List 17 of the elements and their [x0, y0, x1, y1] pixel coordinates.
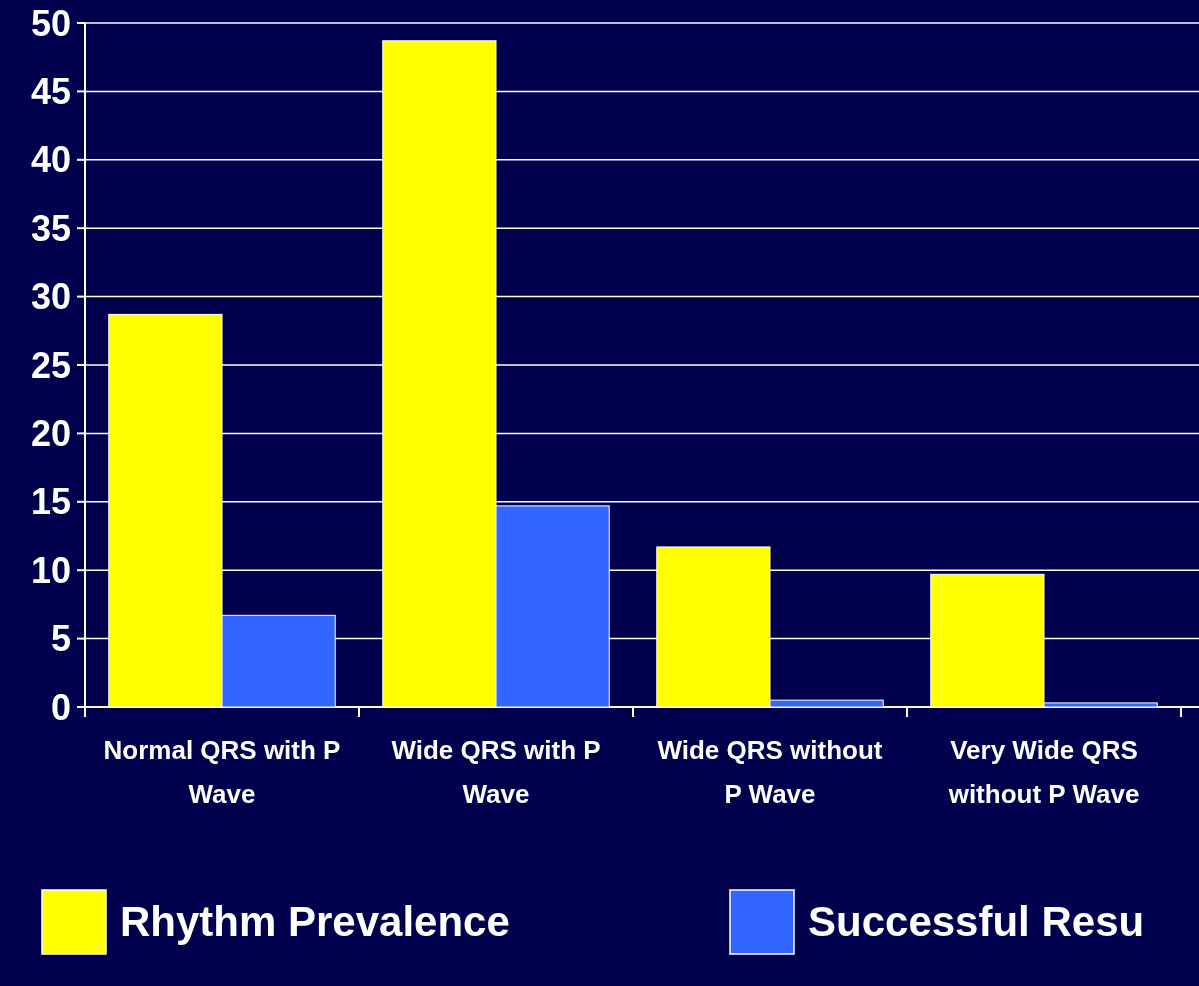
y-tick-label: 45: [30, 71, 71, 112]
y-tick-label: 35: [30, 207, 71, 249]
y-tick-label: 50: [30, 2, 71, 44]
x-tick-label: Very Wide QRS without P Wave: [947, 735, 1140, 809]
y-tick-label: 30: [30, 276, 71, 318]
legend-label: Rhythm Prevalence: [120, 898, 510, 945]
y-tick-label: 25: [30, 344, 71, 386]
x-tick-label: Wide QRS without P Wave: [657, 735, 883, 809]
x-tick-label: Normal QRS with P Wave: [103, 735, 341, 809]
y-tick-label: 0: [50, 686, 71, 728]
y-tick-label: 5: [50, 618, 71, 660]
y-tick-label: 10: [30, 549, 71, 591]
y-tick-label: 40: [30, 139, 71, 181]
legend-label: Successful Resu: [808, 898, 1145, 945]
y-tick-label: 15: [30, 481, 71, 523]
x-tick-label: Wide QRS with P Wave: [391, 735, 601, 809]
y-tick-label: 20: [30, 413, 71, 454]
